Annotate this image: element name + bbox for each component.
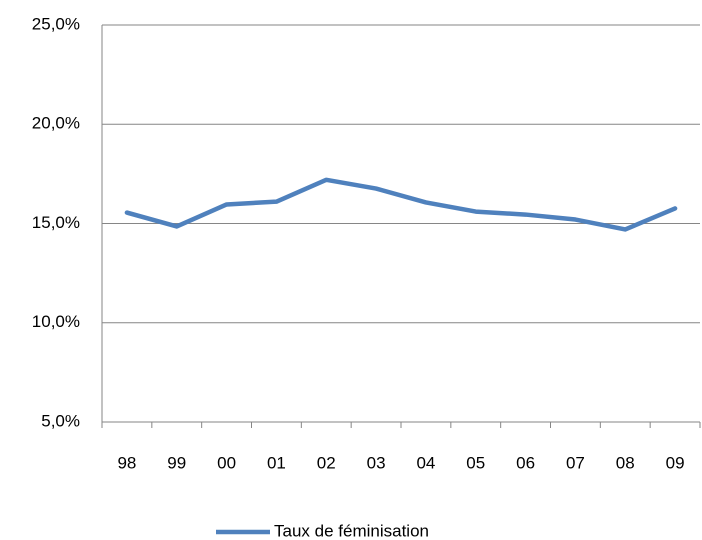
x-tick-label: 01 — [267, 453, 286, 472]
y-tick-label: 25,0% — [32, 14, 80, 33]
x-tick-label: 04 — [416, 453, 435, 472]
x-tick-label: 99 — [167, 453, 186, 472]
y-tick-label: 20,0% — [32, 114, 80, 133]
x-tick-label: 98 — [117, 453, 136, 472]
y-tick-label: 5,0% — [41, 411, 80, 430]
x-tick-label: 03 — [367, 453, 386, 472]
series-line — [124, 177, 678, 232]
x-tick-label: 05 — [466, 453, 485, 472]
x-tick-label: 09 — [666, 453, 685, 472]
x-tick-label: 02 — [317, 453, 336, 472]
x-tick-label: 06 — [516, 453, 535, 472]
y-tick-label: 10,0% — [32, 312, 80, 331]
legend-label: Taux de féminisation — [274, 521, 429, 540]
x-tick-label: 08 — [616, 453, 635, 472]
x-tick-label: 00 — [217, 453, 236, 472]
x-tick-label: 07 — [566, 453, 585, 472]
y-tick-label: 15,0% — [32, 213, 80, 232]
